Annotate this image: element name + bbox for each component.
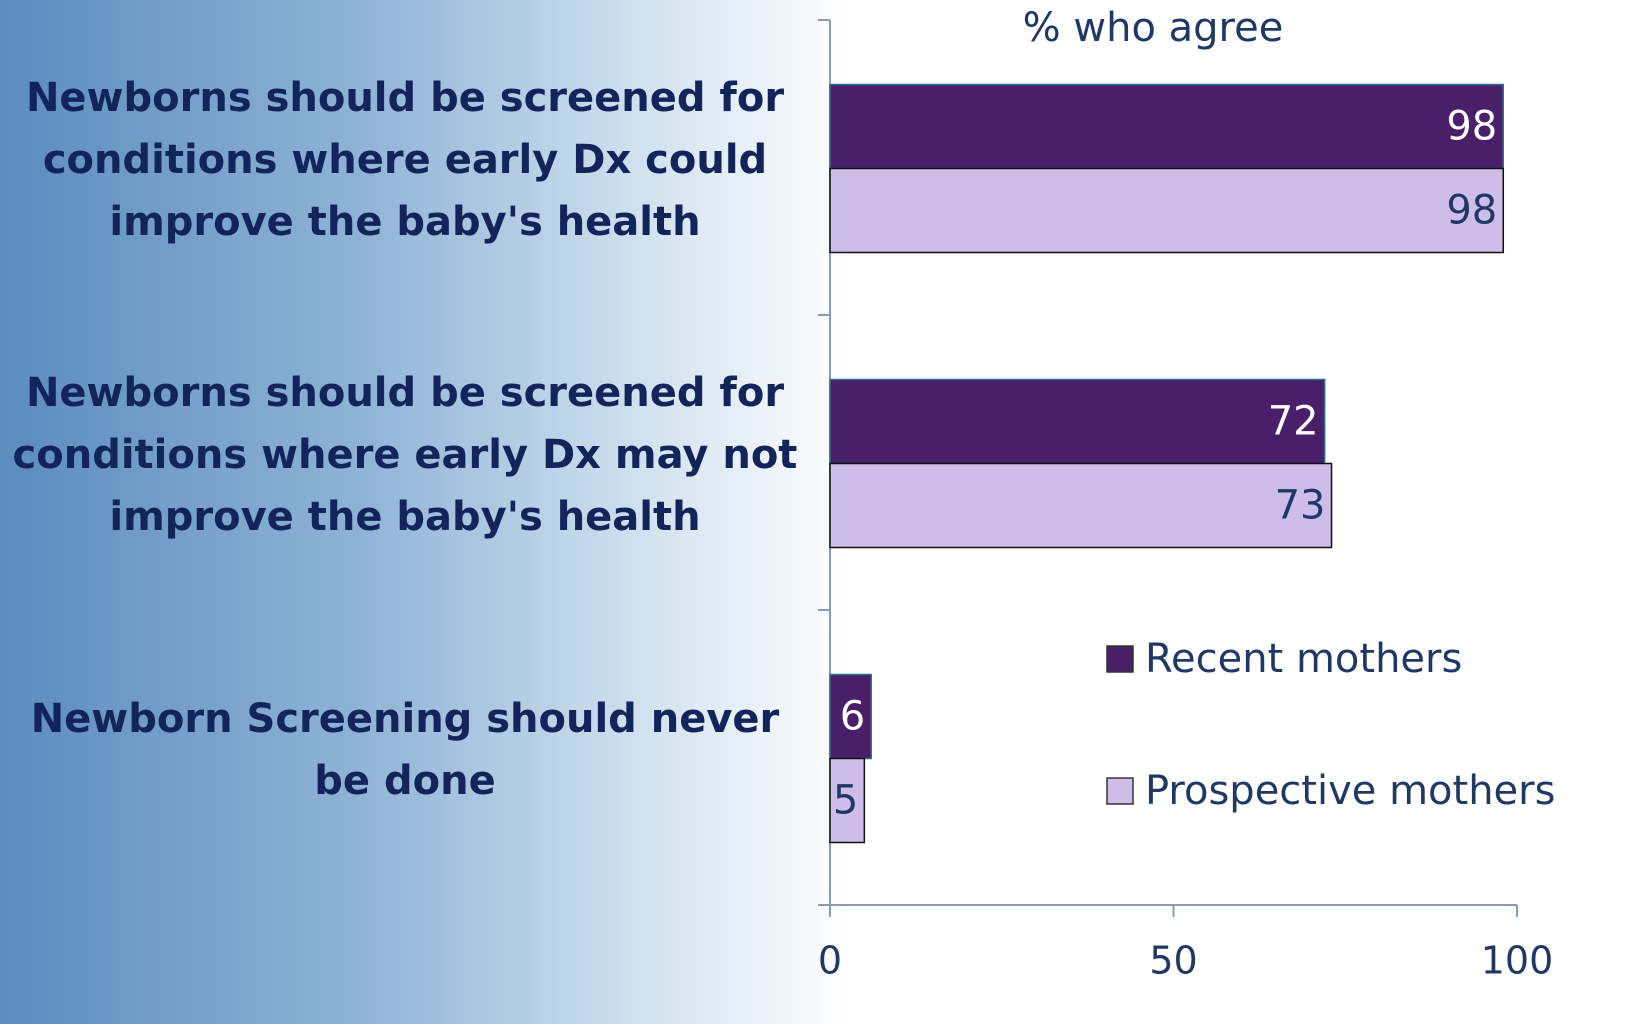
legend-label: Recent mothers [1145,636,1462,682]
bar [829,757,866,844]
data-label: 72 [1268,399,1319,445]
legend-swatch [1106,645,1134,673]
legend-swatch [1106,777,1134,805]
legend-label: Prospective mothers [1145,768,1555,814]
x-tick-label: 0 [818,939,842,983]
category-label: Newborns should be screened for conditio… [25,74,785,245]
bar [829,673,872,760]
bar [829,462,1333,549]
x-tick-label: 100 [1481,939,1554,983]
bar [829,83,1505,170]
data-label: 73 [1275,483,1326,529]
data-label: 98 [1446,188,1497,234]
data-label: 6 [840,694,865,740]
bar [829,378,1326,465]
category-label: Newborns should be screened for conditio… [12,369,798,540]
data-label: 5 [833,778,858,824]
chart-title: % who agree [1023,5,1284,51]
data-label: 98 [1446,104,1497,150]
bar [829,167,1505,254]
x-tick-label: 50 [1149,939,1197,983]
category-label: Newborn Screening should never be done [30,695,780,804]
